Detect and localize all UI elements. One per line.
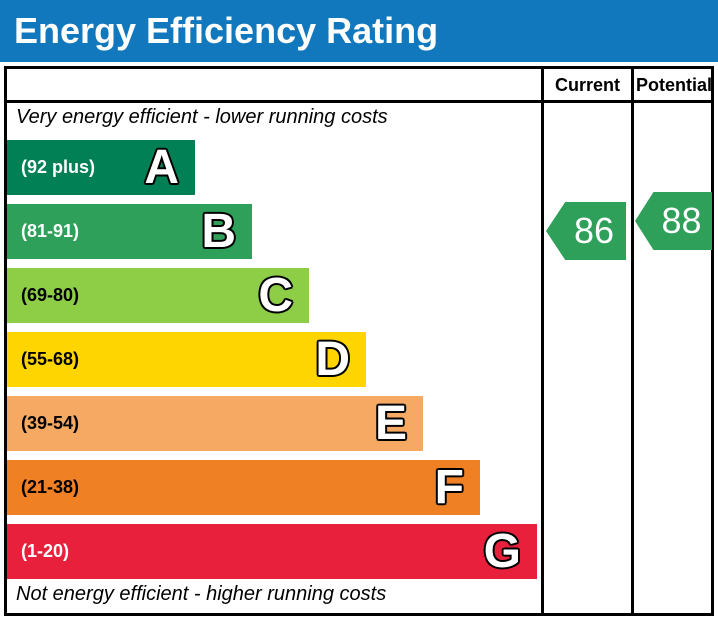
band-f-letter: F <box>434 460 464 514</box>
band-a: (92 plus) A <box>7 140 195 195</box>
band-c: (69-80) C <box>7 268 309 323</box>
potential-rating-marker: 88 <box>635 192 712 250</box>
band-g-range-label: (1-20) <box>21 541 70 561</box>
current-rating-value: 86 <box>573 210 615 251</box>
current-column-divider <box>541 66 544 616</box>
band-f-range-label: (21-38) <box>21 477 80 497</box>
title-bar: Energy Efficiency Rating <box>0 0 718 62</box>
potential-rating-value: 88 <box>661 200 702 241</box>
band-a-range-label: (92 plus) <box>21 157 96 177</box>
band-e: (39-54) E <box>7 396 423 451</box>
band-e-range-label: (39-54) <box>21 413 80 433</box>
band-e-letter: E <box>374 396 407 450</box>
band-d-letter: D <box>315 332 350 386</box>
current-rating-marker: 86 <box>546 202 626 260</box>
band-g-letter: G <box>483 524 521 578</box>
potential-column-divider <box>631 66 634 616</box>
page-title: Energy Efficiency Rating <box>14 10 439 51</box>
potential-column-header: Potential <box>635 75 712 95</box>
band-d-range-label: (55-68) <box>21 349 80 369</box>
band-c-letter: C <box>258 268 293 322</box>
band-b-range-label: (81-91) <box>21 221 80 241</box>
band-g: (1-20) G <box>7 524 537 579</box>
band-d: (55-68) D <box>7 332 366 387</box>
band-b-letter: B <box>201 204 236 258</box>
header-row-divider <box>4 100 714 103</box>
bottom-caption: Not energy efficient - higher running co… <box>16 583 387 605</box>
top-caption: Very energy efficient - lower running co… <box>16 106 388 128</box>
band-c-range-label: (69-80) <box>21 285 80 305</box>
band-f: (21-38) F <box>7 460 480 515</box>
current-column-header: Current <box>554 75 620 95</box>
band-b: (81-91) B <box>7 204 252 259</box>
band-a-letter: A <box>144 140 179 194</box>
